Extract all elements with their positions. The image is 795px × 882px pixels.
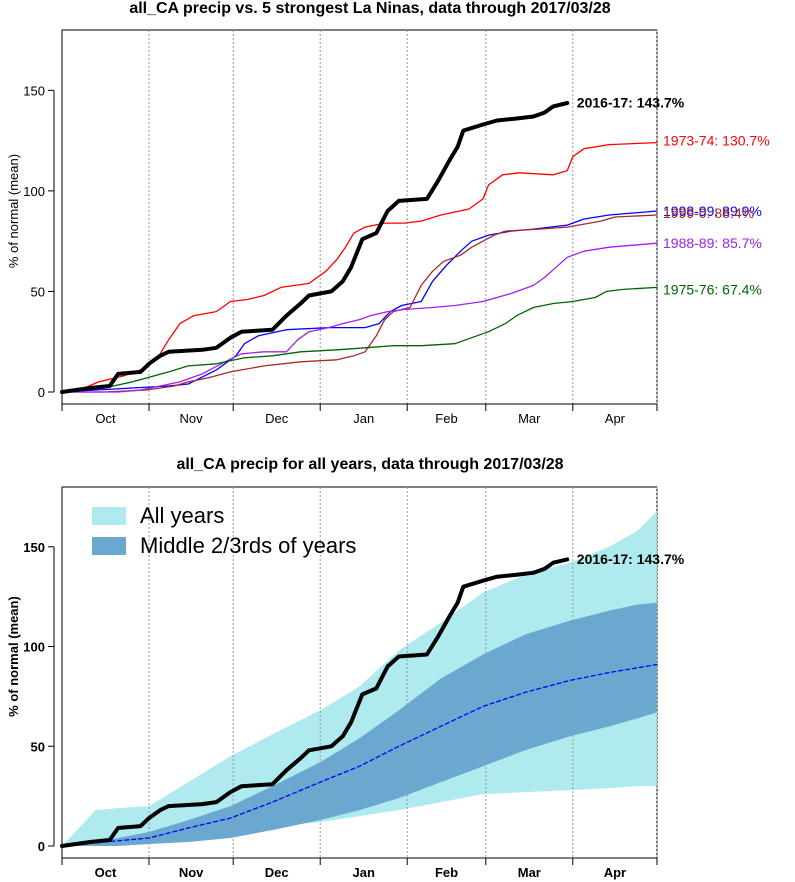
series-line-mean <box>61 663 658 847</box>
y-axis-label: % of normal (mean) <box>6 154 21 268</box>
y-axis-label: % of normal (mean) <box>6 596 21 717</box>
y-tick-label-0: 0 <box>38 385 45 400</box>
y-tick-label-0: 0 <box>38 839 45 854</box>
end-label-2016-17-143-7: 2016-17: 143.7% <box>577 94 685 110</box>
x-tick-label-feb: Feb <box>435 411 457 426</box>
end-label-1999-0-88-4: 1999-0: 88.4% <box>663 205 754 221</box>
series-line-1988-89 <box>61 242 658 393</box>
series-line-1999-00 <box>61 214 658 393</box>
legend-label-middle-2-3rds-of-years: Middle 2/3rds of years <box>140 533 356 558</box>
end-label-1998-99-89-9: 1998-99: 89.9% <box>663 203 762 219</box>
end-label-2016-17-143-7: 2016-17: 143.7% <box>577 551 685 567</box>
y-tick-label-50: 50 <box>31 284 45 299</box>
y-tick-label-150: 150 <box>23 83 45 98</box>
y-tick-label-150: 150 <box>23 540 45 555</box>
end-label-1988-89-85-7: 1988-89: 85.7% <box>663 235 762 251</box>
x-tick-label-dec: Dec <box>265 411 289 426</box>
x-tick-label-feb: Feb <box>435 865 458 880</box>
x-tick-label-apr: Apr <box>604 865 626 880</box>
x-tick-label-oct: Oct <box>95 411 116 426</box>
series-line-1973-74 <box>61 141 658 393</box>
legend-swatch-middle-2-3rds-of-years <box>92 537 126 555</box>
middle-two-thirds-band <box>62 602 657 846</box>
y-tick-label-100: 100 <box>23 640 45 655</box>
y-tick-label-50: 50 <box>31 739 45 754</box>
end-label-1975-76-67-4: 1975-76: 67.4% <box>663 281 762 297</box>
series-line-1975-76 <box>61 286 658 393</box>
chart-1-la-nina-comparison: Oct Nov Dec Jan Feb Mar Apr 0 50 100 150 % of norma… <box>6 29 770 426</box>
x-tick-label-dec: Dec <box>265 865 289 880</box>
end-label-1973-74-130-7: 1973-74: 130.7% <box>663 133 770 149</box>
series-line-2016-17 <box>60 557 570 848</box>
x-tick-label-apr: Apr <box>605 411 626 426</box>
legend-swatch-all-years <box>92 507 126 525</box>
x-tick-label-jan: Jan <box>353 865 375 880</box>
all-years-band <box>62 510 657 846</box>
legend-label-all-years: All years <box>140 503 224 528</box>
x-tick-label-mar: Mar <box>518 865 541 880</box>
series-line-2016-17 <box>60 101 570 394</box>
x-tick-label-nov: Nov <box>180 411 204 426</box>
x-tick-label-oct: Oct <box>95 865 117 880</box>
chart-2-title: all_CA precip for all years, data throug… <box>176 456 564 473</box>
y-tick-label-100: 100 <box>23 184 45 199</box>
x-tick-label-nov: Nov <box>179 865 204 880</box>
x-tick-label-jan: Jan <box>353 411 374 426</box>
x-tick-label-mar: Mar <box>518 411 541 426</box>
chart-1-title: all_CA precip vs. 5 strongest La Ninas, … <box>129 0 611 17</box>
